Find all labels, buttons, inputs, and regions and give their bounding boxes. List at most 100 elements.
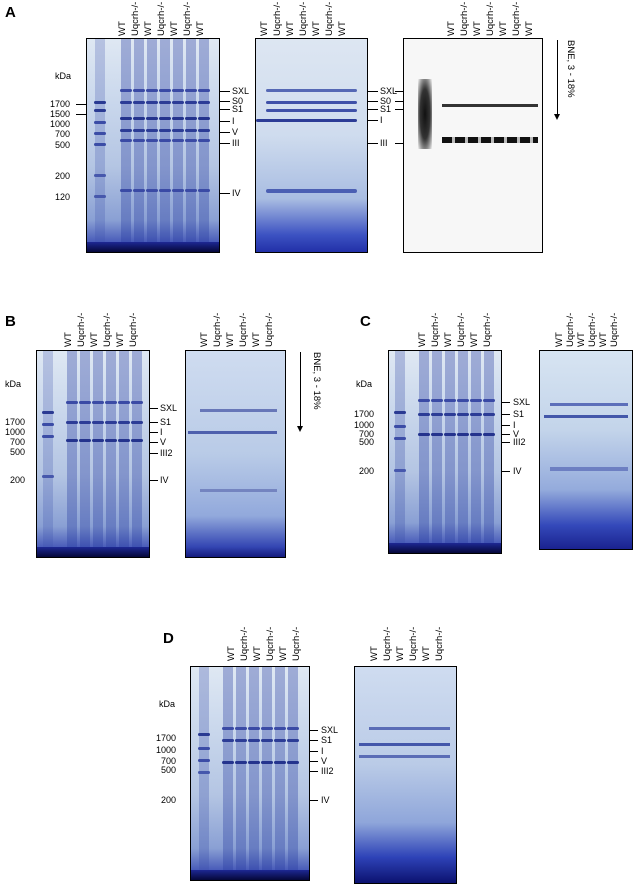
complex-label: IV — [160, 475, 169, 485]
complex-label: S1 — [380, 104, 392, 114]
bne-arrow-head — [554, 114, 560, 120]
lane-label: WT — [498, 21, 509, 36]
panel-label-b: B — [5, 313, 16, 330]
lane-label: Uqcrh-/- — [76, 312, 87, 347]
complex-label: III — [232, 138, 240, 148]
gel-a2 — [255, 38, 368, 253]
lane-label: WT — [395, 646, 406, 661]
lane-label: WT — [469, 332, 480, 347]
lane-label: Uqcrh-/- — [456, 312, 467, 347]
complex-label: I — [321, 746, 324, 756]
lane-label: WT — [199, 332, 210, 347]
complex-tick — [150, 422, 158, 423]
lane-label: Uqcrh-/- — [128, 312, 139, 347]
marker-label: 700 — [55, 129, 71, 139]
complex-tick — [368, 109, 378, 110]
lane-label: WT — [554, 332, 565, 347]
gel-c1 — [388, 350, 502, 554]
complex-label: V — [513, 429, 520, 439]
lane-label: Uqcrh-/- — [587, 312, 598, 347]
lane-label: WT — [421, 646, 432, 661]
complex-label: III2 — [513, 437, 526, 447]
marker-label: 200 — [359, 466, 375, 476]
lane-label: Uqcrh-/- — [298, 1, 309, 36]
gel-d1 — [190, 666, 310, 881]
complex-label: I — [380, 115, 383, 125]
lane-label: WT — [115, 332, 126, 347]
complex-tick — [310, 751, 318, 752]
sample-lane — [120, 39, 132, 252]
lane-label: Uqcrh-/- — [239, 626, 250, 661]
complex-label: SXL — [160, 403, 178, 413]
bne-label: BNE, 3 - 18% — [311, 352, 322, 410]
complex-tick — [368, 120, 378, 121]
lane-label: WT — [89, 332, 100, 347]
western-blot-a3 — [403, 38, 543, 253]
complex-label: S0 — [380, 96, 392, 106]
complex-tick — [150, 408, 158, 409]
gel-a1 — [86, 38, 220, 253]
lane-label: WT — [251, 332, 262, 347]
complex-tick — [220, 143, 230, 144]
complex-tick — [502, 442, 510, 443]
panel-label-c: C — [360, 313, 371, 330]
marker-tick — [76, 114, 86, 115]
lane-label: Uqcrh-/- — [324, 1, 335, 36]
complex-label: IV — [232, 188, 241, 198]
marker-label: 500 — [10, 447, 26, 457]
complex-label: I — [232, 116, 235, 126]
lane-label: Uqcrh-/- — [264, 312, 275, 347]
marker-label: 1000 — [156, 745, 177, 755]
complex-tick — [310, 800, 318, 801]
sample-lane — [185, 39, 197, 252]
marker-label: 120 — [55, 192, 71, 202]
complex-label: SXL — [321, 725, 339, 735]
complex-tick — [502, 471, 510, 472]
complex-label: SXL — [513, 397, 531, 407]
complex-tick — [502, 414, 510, 415]
kda-label: kDa — [356, 379, 373, 389]
lane-label: Uqcrh-/- — [272, 1, 283, 36]
complex-tick — [220, 101, 230, 102]
complex-label: SXL — [380, 86, 398, 96]
lane-label: WT — [278, 646, 289, 661]
marker-label: 1000 — [5, 427, 26, 437]
marker-label: 1700 — [156, 733, 177, 743]
lane-label: WT — [226, 646, 237, 661]
bne-label: BNE, 3 - 18% — [565, 40, 576, 98]
lane-label: Uqcrh-/- — [382, 626, 393, 661]
bne-arrow-head — [297, 426, 303, 432]
lane-label: Uqcrh-/- — [565, 312, 576, 347]
lane-label: Uqcrh-/- — [485, 1, 496, 36]
complex-tick — [310, 771, 318, 772]
sample-lane — [198, 39, 210, 252]
complex-tick — [368, 143, 378, 144]
gel-c2 — [539, 350, 633, 550]
marker-label: 700 — [10, 437, 26, 447]
marker-label: 700 — [359, 429, 375, 439]
marker-label: 1700 — [5, 417, 26, 427]
complex-tick — [368, 91, 378, 92]
lane-label: Uqcrh-/- — [156, 1, 167, 36]
lane-label: Uqcrh-/- — [238, 312, 249, 347]
sample-lane — [172, 39, 184, 252]
complex-tick — [502, 402, 510, 403]
marker-lane — [94, 39, 106, 252]
lane-label: WT — [446, 21, 457, 36]
complex-tick — [310, 740, 318, 741]
complex-label: I — [513, 420, 516, 430]
lane-label: WT — [443, 332, 454, 347]
complex-tick — [220, 91, 230, 92]
lane-label: WT — [598, 332, 609, 347]
lane-label: WT — [369, 646, 380, 661]
complex-label: III2 — [160, 448, 173, 458]
lane-label: WT — [252, 646, 263, 661]
marker-label: 700 — [161, 756, 177, 766]
complex-tick — [150, 480, 158, 481]
panel-label-a: A — [5, 4, 16, 21]
complex-tick — [150, 432, 158, 433]
complex-label: III — [380, 138, 388, 148]
lane-label: Uqcrh-/- — [434, 626, 445, 661]
complex-label: IV — [321, 795, 330, 805]
lane-label: Uqcrh-/- — [511, 1, 522, 36]
